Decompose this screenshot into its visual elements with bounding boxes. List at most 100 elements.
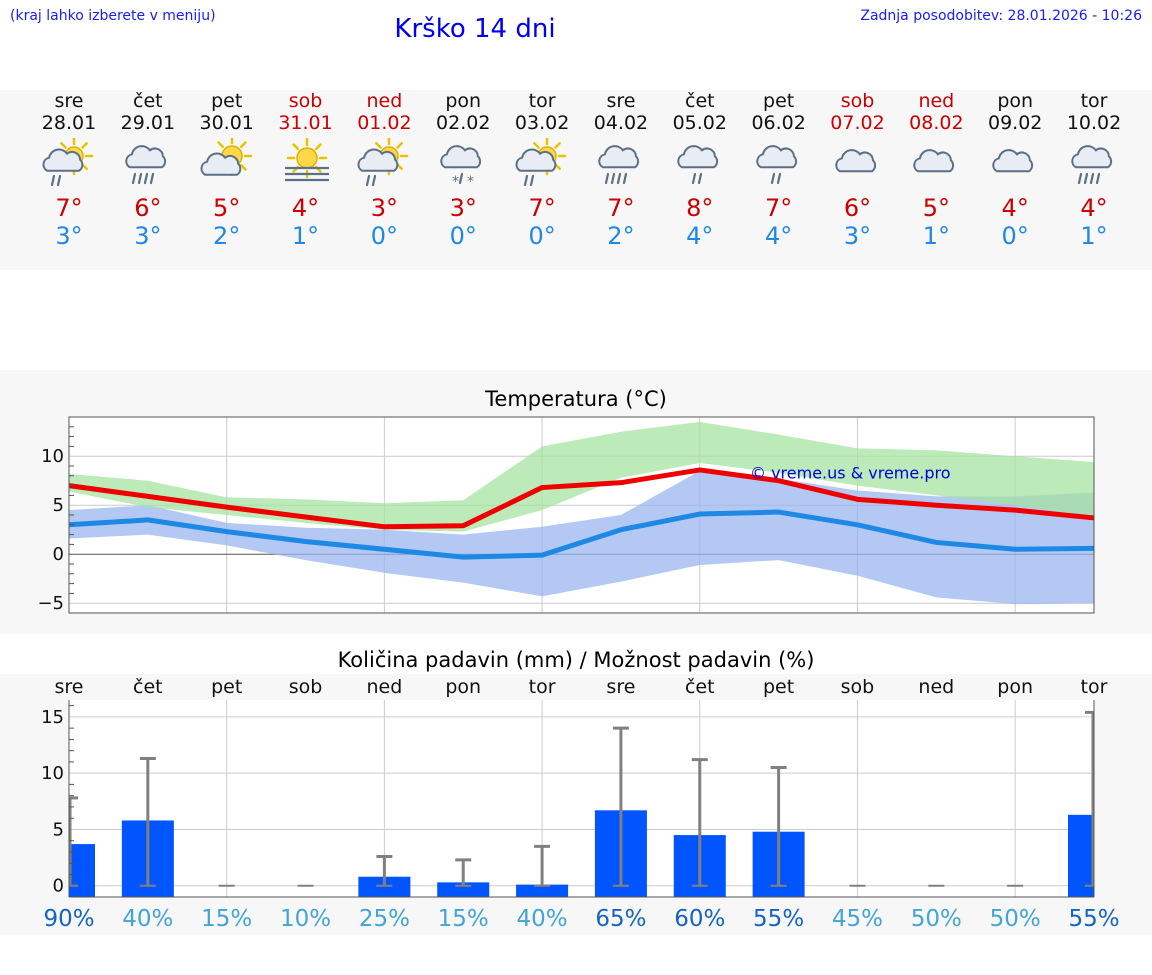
cloud-sleet-icon: * * xyxy=(434,138,492,194)
temp-min: 4° xyxy=(686,222,714,250)
sun-cloud-rain-icon xyxy=(40,136,98,194)
day-date: 01.02 xyxy=(357,112,412,134)
probability-label: 10% xyxy=(280,906,331,932)
cloud-icon xyxy=(986,138,1044,194)
temp-min: 3° xyxy=(55,222,83,250)
temperature-chart: −5 0 5 10 © vreme.us & vreme.pro xyxy=(37,416,1095,614)
day-11: sob 07.02 6° 3° xyxy=(818,90,898,250)
day-date: 08.02 xyxy=(909,112,964,134)
temp-min: 1° xyxy=(922,222,950,250)
probability-label: 45% xyxy=(832,906,883,932)
y-tick-label: 10 xyxy=(41,763,64,784)
temp-min: 1° xyxy=(291,222,320,250)
day-name: čet xyxy=(685,90,715,112)
temp-max: 4° xyxy=(1080,194,1108,222)
category-label: čet xyxy=(133,676,163,698)
day-name: ned xyxy=(366,90,403,112)
precip-bar xyxy=(437,882,490,897)
menu-note: (kraj lahko izberete v meniju) xyxy=(10,8,216,24)
min-temperature-line xyxy=(68,509,1095,560)
day-12: ned 08.02 5° 1° xyxy=(896,90,976,250)
temp-max: 4° xyxy=(291,194,320,222)
category-label: pon xyxy=(445,676,481,698)
day-name: tor xyxy=(1080,90,1108,112)
probability-label: 50% xyxy=(990,906,1041,932)
day-8: sre 04.02 7° 2° xyxy=(581,90,661,250)
temperature-title: Temperatura (°C) xyxy=(485,387,667,411)
day-name: tor xyxy=(528,90,556,112)
day-date: 07.02 xyxy=(830,112,885,134)
cloud-rain-icon xyxy=(1065,138,1123,194)
day-5: ned 01.02 3° 0° xyxy=(344,90,424,250)
day-date: 03.02 xyxy=(514,112,570,134)
day-date: 30.01 xyxy=(199,112,254,134)
probability-label: 50% xyxy=(911,906,962,932)
probability-label: 55% xyxy=(753,906,804,932)
page-title: Krško 14 dni xyxy=(394,14,556,44)
category-label: ned xyxy=(918,676,954,698)
probability-label: 65% xyxy=(595,906,646,932)
precip-bar xyxy=(69,844,95,897)
day-name: pon xyxy=(997,90,1034,112)
temp-max: 3° xyxy=(370,194,399,222)
precip-bar xyxy=(516,884,569,897)
svg-text:*: * xyxy=(467,174,474,190)
category-label: tor xyxy=(1081,676,1108,698)
svg-text:*: * xyxy=(452,174,459,190)
probability-label: 55% xyxy=(1068,906,1119,932)
temp-max: 7° xyxy=(765,194,793,222)
day-name: pet xyxy=(763,90,795,112)
cloud-icon xyxy=(907,138,965,194)
day-name: pon xyxy=(445,90,482,112)
y-tick-label: 10 xyxy=(41,446,64,467)
day-name: sre xyxy=(54,90,84,112)
day-9: čet 05.02 8° 4° xyxy=(660,90,740,250)
day-date: 02.02 xyxy=(436,112,491,134)
last-updated: Zadnja posodobitev: 28.01.2026 - 10:26 xyxy=(860,8,1142,24)
cloud-rain-icon xyxy=(592,138,650,194)
y-tick-label: 15 xyxy=(41,707,64,728)
plot-area xyxy=(69,700,1094,897)
day-name: čet xyxy=(133,90,163,112)
temp-min: 2° xyxy=(607,222,635,250)
category-label: pet xyxy=(763,676,794,698)
category-label: tor xyxy=(529,676,556,698)
sun-cloud-rain-icon xyxy=(513,136,571,194)
probability-label: 15% xyxy=(438,906,489,932)
category-label: pon xyxy=(997,676,1033,698)
temp-max: 7° xyxy=(607,194,635,222)
cloud-rain-icon xyxy=(119,138,177,194)
category-label: sre xyxy=(606,676,635,698)
day-date: 04.02 xyxy=(593,112,649,134)
cloud-light-rain-icon xyxy=(671,138,729,194)
temp-max: 7° xyxy=(55,194,83,222)
daily-forecast: sre 28.01 7° 3° čet 29.01 6° 3° pet 30.01 5° 2° sob 3… xyxy=(0,90,1152,270)
day-date: 29.01 xyxy=(120,112,176,134)
y-tick-label: −5 xyxy=(37,593,64,614)
temp-min: 0° xyxy=(1001,222,1029,250)
temp-max: 5° xyxy=(213,194,241,222)
day-7: tor 03.02 7° 0° xyxy=(502,90,582,250)
temp-min: 4° xyxy=(765,222,793,250)
day-date: 09.02 xyxy=(987,112,1043,134)
category-label: sre xyxy=(55,676,84,698)
probability-label: 15% xyxy=(201,906,252,932)
precipitation-chart: sre čet pet sob ned pon tor sre čet pet sob ned pon t… xyxy=(41,676,1119,932)
day-date: 31.01 xyxy=(278,112,333,134)
category-label: sob xyxy=(289,676,323,698)
temp-min: 2° xyxy=(213,222,241,250)
temp-max: 6° xyxy=(843,194,872,222)
min-range-band xyxy=(69,470,1094,605)
day-1: sre 28.01 7° 3° xyxy=(29,90,109,250)
precipitation-title: Količina padavin (mm) / Možnost padavin … xyxy=(337,648,815,672)
day-name: sre xyxy=(606,90,636,112)
temp-max: 6° xyxy=(134,194,162,222)
probability-label: 40% xyxy=(517,906,568,932)
day-name: ned xyxy=(918,90,955,112)
day-6: pon 02.02 * * 3° 0° xyxy=(423,90,503,250)
day-13: pon 09.02 4° 0° xyxy=(975,90,1055,250)
precip-bar xyxy=(1068,814,1094,897)
day-name: sob xyxy=(288,90,323,112)
max-range-band xyxy=(69,421,1094,532)
temp-min: 0° xyxy=(370,222,399,250)
